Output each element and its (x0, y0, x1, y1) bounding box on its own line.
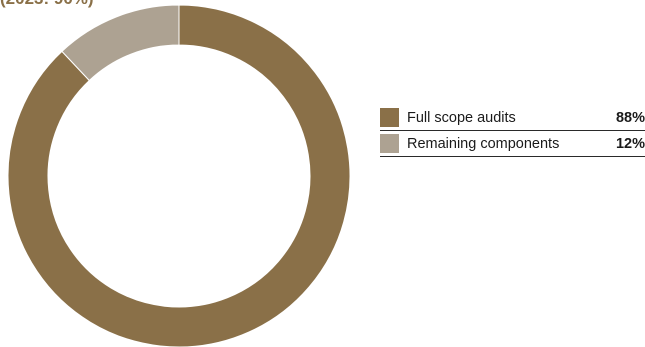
legend-swatch-remaining-components (380, 134, 399, 153)
donut-slice-remaining-components (61, 4, 180, 82)
chart-title: (2023: 90%) (0, 0, 94, 9)
legend-item-full-scope-audits: Full scope audits 88% (380, 105, 645, 131)
legend-label: Full scope audits (407, 109, 516, 126)
legend-label: Remaining components (407, 135, 560, 152)
legend: Full scope audits 88% Remaining componen… (380, 105, 645, 157)
legend-swatch-full-scope-audits (380, 108, 399, 127)
legend-item-remaining-components: Remaining components 12% (380, 131, 645, 157)
legend-value: 88% (615, 109, 645, 126)
donut-chart (7, 4, 351, 347)
donut-slice-full-scope-audits (7, 4, 351, 347)
legend-value: 12% (615, 135, 645, 152)
